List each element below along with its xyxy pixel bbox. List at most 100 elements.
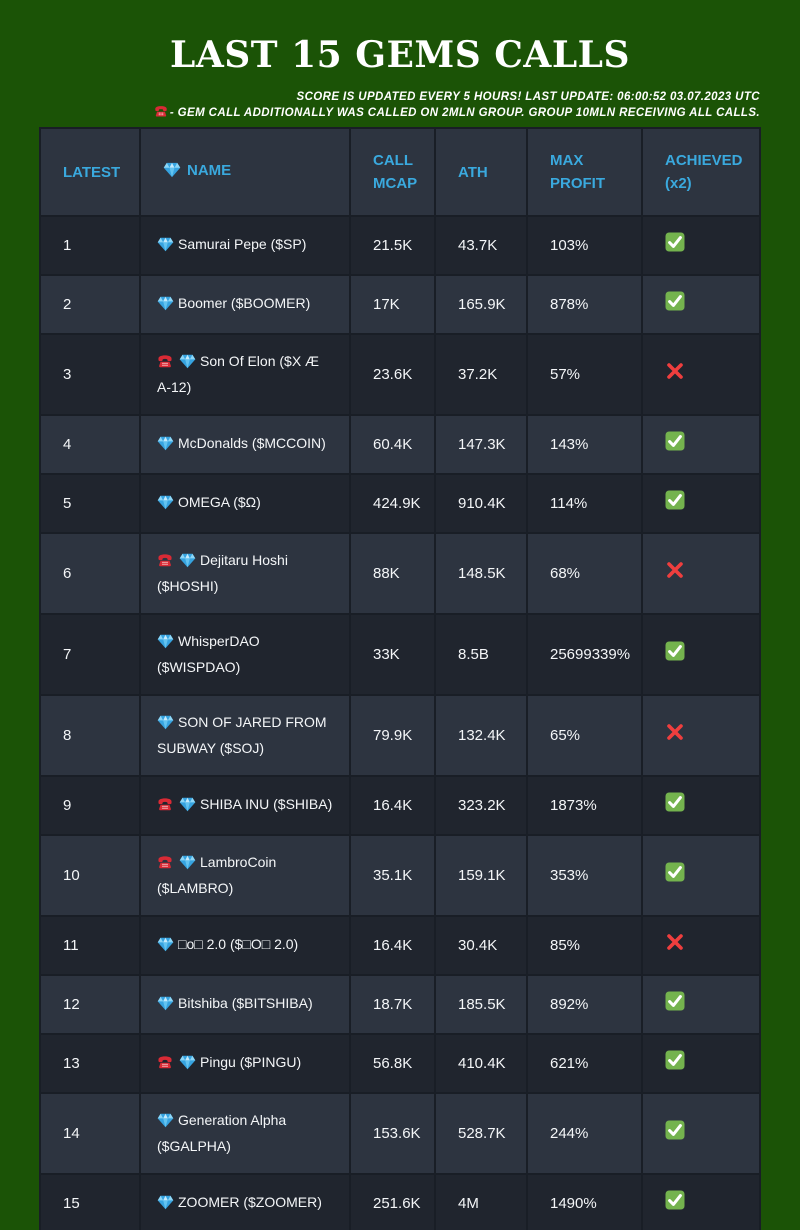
achieved-cell [641, 414, 761, 475]
diamond-icon [179, 1054, 196, 1077]
call-mcap-cell: 79.9K [349, 694, 436, 777]
table-header: LATEST NAME CALL MCAP ATH MAX PROFIT ACH… [39, 127, 761, 217]
latest-cell: 4 [39, 414, 141, 475]
max-profit-cell: 353% [526, 834, 643, 917]
call-mcap-cell: 60.4K [349, 414, 436, 475]
table-row: 2 Boomer ($BOOMER) 17K 165.9K 878% [39, 274, 761, 335]
max-profit-cell: 103% [526, 215, 643, 276]
latest-cell: 9 [39, 775, 141, 836]
latest-cell: 13 [39, 1033, 141, 1094]
name-cell: SON OF JARED FROM SUBWAY ($SOJ) [139, 694, 351, 777]
gems-table: LATEST NAME CALL MCAP ATH MAX PROFIT ACH… [39, 127, 761, 1230]
table-row: 5 OMEGA ($Ω) 424.9K 910.4K 114% [39, 473, 761, 534]
table-body: 1 Samurai Pepe ($SP) 21.5K 43.7K 103% 2 Boomer… [39, 215, 761, 1230]
achieved-cell [641, 1092, 761, 1175]
name-cell: OMEGA ($Ω) [139, 473, 351, 534]
coin-name: □o□ 2.0 ($□O□ 2.0) [178, 935, 299, 952]
table-row: 15 ZOOMER ($ZOOMER) 251.6K 4M 1490% [39, 1173, 761, 1230]
diamond-icon [163, 162, 181, 185]
achieved-cell [641, 274, 761, 335]
page-title: LAST 15 GEMS CALLS [170, 34, 630, 76]
name-cell: Son Of Elon ($X Æ A-12) [139, 333, 351, 416]
achieved-cell [641, 613, 761, 696]
ath-cell: 185.5K [434, 974, 528, 1035]
max-profit-cell: 68% [526, 532, 643, 615]
ath-cell: 148.5K [434, 532, 528, 615]
col-header-latest: LATEST [39, 127, 141, 217]
latest-cell: 15 [39, 1173, 141, 1230]
name-cell: Dejitaru Hoshi ($HOSHI) [139, 532, 351, 615]
diamond-icon [157, 1194, 174, 1217]
call-mcap-cell: 35.1K [349, 834, 436, 917]
col-header-max-profit: MAX PROFIT [526, 127, 643, 217]
name-cell: Boomer ($BOOMER) [139, 274, 351, 335]
coin-name: Bitshiba ($BITSHIBA) [178, 994, 313, 1011]
achieved-cell [641, 915, 761, 976]
latest-cell: 10 [39, 834, 141, 917]
ath-cell: 4M [434, 1173, 528, 1230]
max-profit-cell: 114% [526, 473, 643, 534]
latest-cell: 5 [39, 473, 141, 534]
col-header-ath: ATH [434, 127, 528, 217]
ath-cell: 37.2K [434, 333, 528, 416]
table-row: 13 Pingu ($PINGU) 56.8K 410.4K 621% [39, 1033, 761, 1094]
call-mcap-cell: 153.6K [349, 1092, 436, 1175]
achieved-cell [641, 694, 761, 777]
phone-icon [157, 1054, 173, 1077]
check-icon [665, 1120, 685, 1147]
table-row: 7 WhisperDAO ($WISPDAO) 33K 8.5B 25699339% [39, 613, 761, 696]
name-cell: ZOOMER ($ZOOMER) [139, 1173, 351, 1230]
latest-cell: 3 [39, 333, 141, 416]
diamond-icon [157, 494, 174, 517]
phone-icon [157, 353, 173, 376]
ath-cell: 8.5B [434, 613, 528, 696]
call-mcap-cell: 424.9K [349, 473, 436, 534]
diamond-icon [157, 435, 174, 458]
max-profit-cell: 65% [526, 694, 643, 777]
diamond-icon [179, 854, 196, 877]
achieved-cell [641, 473, 761, 534]
coin-name: McDonalds ($MCCOIN) [178, 434, 326, 451]
check-icon [665, 641, 685, 668]
table-row: 9 SHIBA INU ($SHIBA) 16.4K 323.2K 1873% [39, 775, 761, 836]
max-profit-cell: 892% [526, 974, 643, 1035]
latest-cell: 11 [39, 915, 141, 976]
coin-name: ZOOMER ($ZOOMER) [178, 1193, 322, 1210]
achieved-cell [641, 215, 761, 276]
max-profit-cell: 57% [526, 333, 643, 416]
name-cell: Pingu ($PINGU) [139, 1033, 351, 1094]
check-icon [665, 1190, 685, 1217]
phone-icon [157, 796, 173, 819]
table-row: 3 Son Of Elon ($X Æ A-12) 23.6K 37.2K 57% [39, 333, 761, 416]
diamond-icon [157, 936, 174, 959]
achieved-cell [641, 974, 761, 1035]
cross-icon [665, 560, 685, 587]
name-cell: □o□ 2.0 ($□O□ 2.0) [139, 915, 351, 976]
ath-cell: 132.4K [434, 694, 528, 777]
call-mcap-cell: 23.6K [349, 333, 436, 416]
cross-icon [665, 722, 685, 749]
coin-name: Pingu ($PINGU) [200, 1053, 302, 1070]
diamond-icon [179, 353, 196, 376]
achieved-cell [641, 532, 761, 615]
call-mcap-cell: 56.8K [349, 1033, 436, 1094]
coin-name: Generation Alpha ($GALPHA) [157, 1112, 287, 1154]
latest-cell: 12 [39, 974, 141, 1035]
coin-name: SON OF JARED FROM SUBWAY ($SOJ) [157, 714, 327, 756]
achieved-cell [641, 1033, 761, 1094]
latest-cell: 2 [39, 274, 141, 335]
check-icon [665, 431, 685, 458]
check-icon [665, 991, 685, 1018]
call-mcap-cell: 21.5K [349, 215, 436, 276]
ath-cell: 43.7K [434, 215, 528, 276]
table-row: 1 Samurai Pepe ($SP) 21.5K 43.7K 103% [39, 215, 761, 276]
col-header-name: NAME [139, 127, 351, 217]
ath-cell: 165.9K [434, 274, 528, 335]
latest-cell: 8 [39, 694, 141, 777]
ath-cell: 410.4K [434, 1033, 528, 1094]
name-cell: McDonalds ($MCCOIN) [139, 414, 351, 475]
max-profit-cell: 25699339% [526, 613, 643, 696]
col-header-achieved: ACHIEVED (x2) [641, 127, 761, 217]
coin-name: SHIBA INU ($SHIBA) [200, 795, 333, 812]
cross-icon [665, 932, 685, 959]
